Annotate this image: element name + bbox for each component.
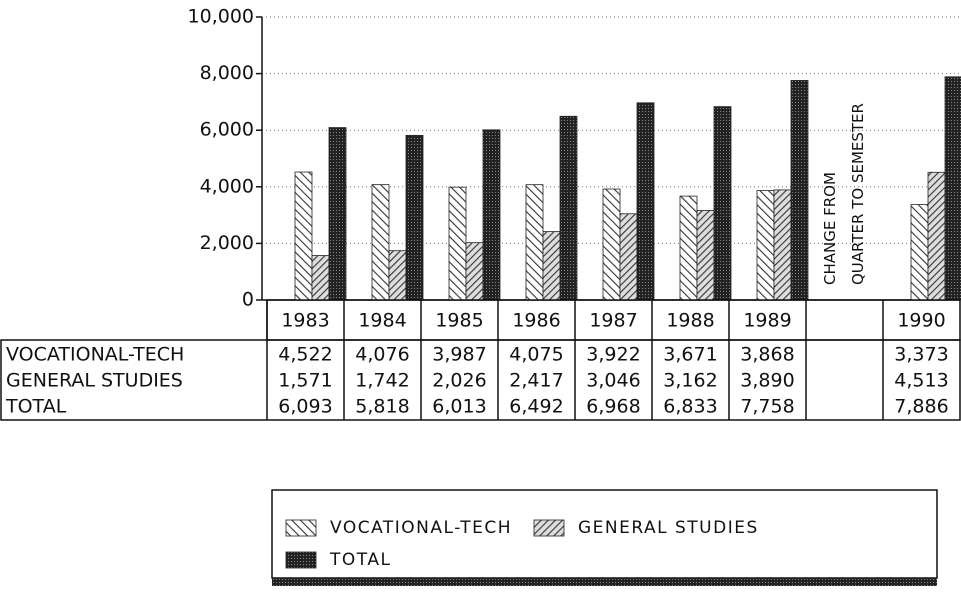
y-tick-label: 8,000 <box>200 62 254 84</box>
bar <box>294 171 313 301</box>
legend-label: GENERAL STUDIES <box>578 518 759 538</box>
x-tick-label: 1990 <box>897 310 945 332</box>
table-cell: 6,093 <box>278 396 332 418</box>
table-cell: 5,818 <box>355 396 409 418</box>
bar <box>311 255 330 301</box>
bar <box>542 231 561 301</box>
annotation: CHANGE FROM <box>821 172 839 285</box>
legend-swatch <box>285 519 317 537</box>
table-row-label: GENERAL STUDIES <box>6 370 183 392</box>
table-cell: 3,890 <box>740 370 794 392</box>
y-tick-label: 6,000 <box>200 119 254 141</box>
data-table <box>0 339 961 421</box>
table-cell: 3,868 <box>740 344 794 366</box>
y-tick-label: 2,000 <box>200 232 254 254</box>
table-cell: 6,013 <box>432 396 486 418</box>
bar <box>636 102 655 301</box>
x-tick-label: 1988 <box>666 310 714 332</box>
bar <box>696 210 715 301</box>
y-tick-label: 10,000 <box>188 6 254 28</box>
y-tick-label: 0 <box>242 289 254 311</box>
table-row-label: VOCATIONAL-TECH <box>6 344 184 366</box>
bar <box>525 184 544 301</box>
table-cell: 3,987 <box>432 344 486 366</box>
table-cell: 6,833 <box>663 396 717 418</box>
annotation: QUARTER TO SEMESTER <box>849 103 867 285</box>
x-tick-label: 1989 <box>743 310 791 332</box>
bar <box>910 204 929 301</box>
x-tick-label: 1985 <box>435 310 483 332</box>
x-tick-label: 1987 <box>589 310 637 332</box>
table-cell: 6,968 <box>586 396 640 418</box>
bar <box>371 184 390 301</box>
table-cell: 2,026 <box>432 370 486 392</box>
bar <box>465 242 484 301</box>
legend-shadow <box>272 578 937 586</box>
legend-label: TOTAL <box>329 550 391 570</box>
x-tick-label: 1984 <box>358 310 406 332</box>
table-cell: 1,742 <box>355 370 409 392</box>
bar <box>679 195 698 301</box>
table-cell: 3,046 <box>586 370 640 392</box>
table-cell: 2,417 <box>509 370 563 392</box>
bar <box>773 189 792 301</box>
bar <box>756 190 775 301</box>
bar <box>559 115 578 301</box>
bar <box>328 127 347 301</box>
bar <box>405 134 424 301</box>
table-cell: 4,076 <box>355 344 409 366</box>
table-cell: 4,075 <box>509 344 563 366</box>
table-row-label: TOTAL <box>5 396 67 418</box>
bar <box>602 188 621 301</box>
table-cell: 4,522 <box>278 344 332 366</box>
bar <box>619 213 638 301</box>
table-cell: 1,571 <box>278 370 332 392</box>
table-cell: 3,671 <box>663 344 717 366</box>
table-cell: 3,922 <box>586 344 640 366</box>
bar <box>482 129 501 301</box>
table-cell: 4,513 <box>894 370 948 392</box>
x-tick-label: 1986 <box>512 310 560 332</box>
bar <box>713 106 732 301</box>
bar <box>448 186 467 301</box>
bar <box>388 250 407 301</box>
table-cell: 7,758 <box>740 396 794 418</box>
legend-swatch <box>533 519 565 537</box>
bar <box>944 76 961 301</box>
x-tick-label: 1983 <box>281 310 329 332</box>
table-cell: 3,373 <box>894 344 948 366</box>
y-tick-label: 4,000 <box>200 175 254 197</box>
legend-swatch <box>285 551 317 569</box>
table-cell: 6,492 <box>509 396 563 418</box>
table-cell: 7,886 <box>894 396 948 418</box>
bar <box>790 80 809 301</box>
table-cell: 3,162 <box>663 370 717 392</box>
legend-label: VOCATIONAL-TECH <box>330 518 512 538</box>
bar <box>927 171 946 301</box>
